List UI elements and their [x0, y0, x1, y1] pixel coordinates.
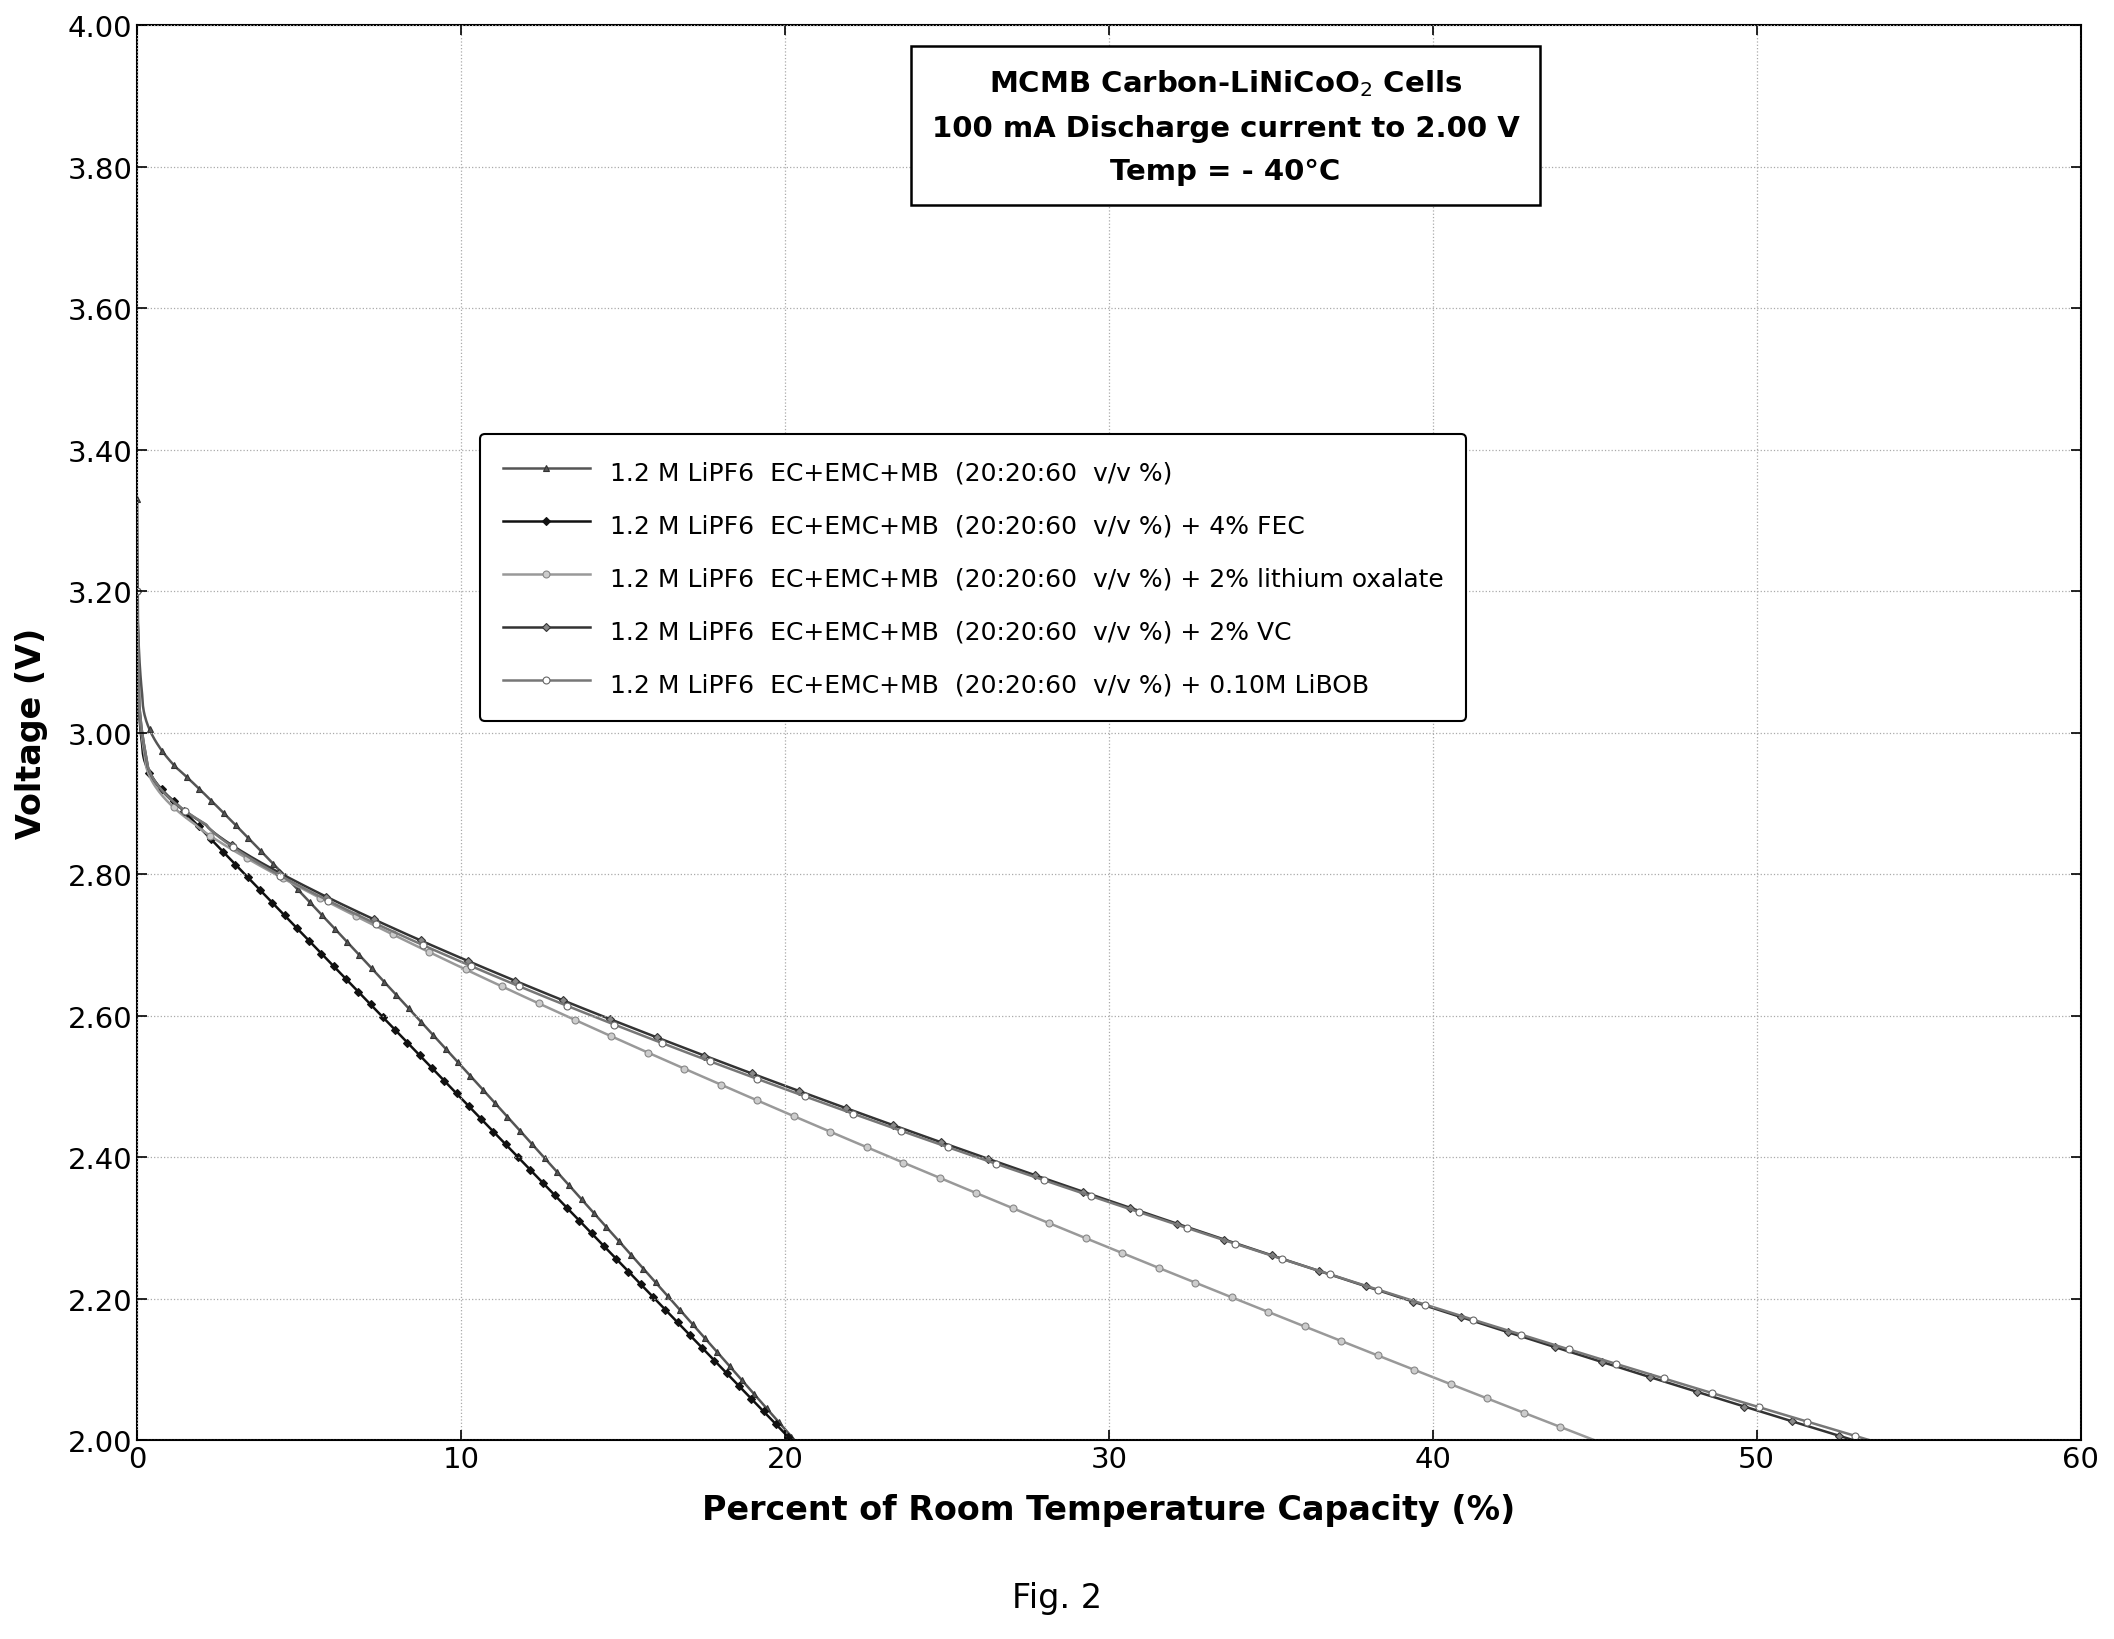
Line: 1.2 M LiPF6  EC+EMC+MB  (20:20:60  v/v %) + 4% FEC: 1.2 M LiPF6 EC+EMC+MB (20:20:60 v/v %) +… [135, 588, 795, 1444]
1.2 M LiPF6  EC+EMC+MB  (20:20:60  v/v %) + 2% VC [230, 842, 256, 862]
Line: 1.2 M LiPF6  EC+EMC+MB  (20:20:60  v/v %) + 2% lithium oxalate: 1.2 M LiPF6 EC+EMC+MB (20:20:60 v/v %) +… [133, 588, 1598, 1444]
1.2 M LiPF6  EC+EMC+MB  (20:20:60  v/v %) + 4% FEC [622, 1267, 647, 1287]
1.2 M LiPF6  EC+EMC+MB  (20:20:60  v/v %) + 0.10M LiBOB [1175, 1219, 1201, 1239]
1.2 M LiPF6  EC+EMC+MB  (20:20:60  v/v %) + 4% FEC [778, 1431, 803, 1451]
1.2 M LiPF6  EC+EMC+MB  (20:20:60  v/v %) + 2% lithium oxalate [1380, 1352, 1406, 1372]
1.2 M LiPF6  EC+EMC+MB  (20:20:60  v/v %) + 4% FEC [125, 582, 150, 602]
1.2 M LiPF6  EC+EMC+MB  (20:20:60  v/v %) [691, 1326, 717, 1346]
1.2 M LiPF6  EC+EMC+MB  (20:20:60  v/v %) [543, 1160, 569, 1180]
Text: MCMB Carbon-LiNiCoO$_2$ Cells
100 mA Discharge current to 2.00 V
Temp = - 40°C: MCMB Carbon-LiNiCoO$_2$ Cells 100 mA Dis… [932, 69, 1520, 185]
Y-axis label: Voltage (V): Voltage (V) [15, 628, 49, 839]
1.2 M LiPF6  EC+EMC+MB  (20:20:60  v/v %) + 2% VC [1167, 1214, 1192, 1234]
1.2 M LiPF6  EC+EMC+MB  (20:20:60  v/v %) + 2% lithium oxalate [1581, 1431, 1607, 1451]
Line: 1.2 M LiPF6  EC+EMC+MB  (20:20:60  v/v %): 1.2 M LiPF6 EC+EMC+MB (20:20:60 v/v %) [133, 497, 799, 1444]
1.2 M LiPF6  EC+EMC+MB  (20:20:60  v/v %) + 0.10M LiBOB [230, 844, 256, 864]
1.2 M LiPF6  EC+EMC+MB  (20:20:60  v/v %) [165, 759, 190, 779]
1.2 M LiPF6  EC+EMC+MB  (20:20:60  v/v %) + 2% lithium oxalate [970, 1187, 996, 1206]
1.2 M LiPF6  EC+EMC+MB  (20:20:60  v/v %) + 2% lithium oxalate [1230, 1292, 1256, 1311]
1.2 M LiPF6  EC+EMC+MB  (20:20:60  v/v %) [125, 490, 150, 510]
1.2 M LiPF6  EC+EMC+MB  (20:20:60  v/v %) + 4% FEC [522, 1164, 548, 1183]
1.2 M LiPF6  EC+EMC+MB  (20:20:60  v/v %) + 2% VC [1841, 1431, 1867, 1451]
1.2 M LiPF6  EC+EMC+MB  (20:20:60  v/v %) + 0.10M LiBOB [125, 582, 150, 602]
1.2 M LiPF6  EC+EMC+MB  (20:20:60  v/v %) + 2% lithium oxalate [1053, 1221, 1078, 1241]
1.2 M LiPF6  EC+EMC+MB  (20:20:60  v/v %) + 4% FEC [165, 795, 190, 815]
Line: 1.2 M LiPF6  EC+EMC+MB  (20:20:60  v/v %) + 2% VC: 1.2 M LiPF6 EC+EMC+MB (20:20:60 v/v %) +… [135, 588, 1856, 1444]
1.2 M LiPF6  EC+EMC+MB  (20:20:60  v/v %) + 0.10M LiBOB [1858, 1431, 1884, 1451]
1.2 M LiPF6  EC+EMC+MB  (20:20:60  v/v %) + 2% lithium oxalate [214, 838, 239, 857]
1.2 M LiPF6  EC+EMC+MB  (20:20:60  v/v %) + 2% lithium oxalate [125, 582, 150, 602]
1.2 M LiPF6  EC+EMC+MB  (20:20:60  v/v %) + 4% FEC [687, 1336, 712, 1355]
1.2 M LiPF6  EC+EMC+MB  (20:20:60  v/v %) [782, 1431, 808, 1451]
X-axis label: Percent of Room Temperature Capacity (%): Percent of Room Temperature Capacity (%) [702, 1493, 1516, 1526]
1.2 M LiPF6  EC+EMC+MB  (20:20:60  v/v %) + 2% lithium oxalate [1008, 1203, 1034, 1223]
1.2 M LiPF6  EC+EMC+MB  (20:20:60  v/v %) + 4% FEC [541, 1185, 567, 1205]
1.2 M LiPF6  EC+EMC+MB  (20:20:60  v/v %) + 4% FEC [505, 1147, 531, 1167]
1.2 M LiPF6  EC+EMC+MB  (20:20:60  v/v %) [524, 1139, 550, 1159]
Line: 1.2 M LiPF6  EC+EMC+MB  (20:20:60  v/v %) + 0.10M LiBOB: 1.2 M LiPF6 EC+EMC+MB (20:20:60 v/v %) +… [133, 588, 1873, 1444]
1.2 M LiPF6  EC+EMC+MB  (20:20:60  v/v %) + 2% VC [1120, 1200, 1146, 1219]
1.2 M LiPF6  EC+EMC+MB  (20:20:60  v/v %) + 2% VC [125, 582, 150, 602]
1.2 M LiPF6  EC+EMC+MB  (20:20:60  v/v %) + 0.10M LiBOB [1617, 1359, 1643, 1378]
1.2 M LiPF6  EC+EMC+MB  (20:20:60  v/v %) + 2% VC [1602, 1357, 1628, 1377]
1.2 M LiPF6  EC+EMC+MB  (20:20:60  v/v %) [507, 1119, 533, 1139]
Text: Fig. 2: Fig. 2 [1013, 1582, 1101, 1614]
1.2 M LiPF6  EC+EMC+MB  (20:20:60  v/v %) + 2% VC [1218, 1233, 1243, 1252]
1.2 M LiPF6  EC+EMC+MB  (20:20:60  v/v %) + 0.10M LiBOB [1131, 1205, 1156, 1224]
1.2 M LiPF6  EC+EMC+MB  (20:20:60  v/v %) + 0.10M LiBOB [1440, 1303, 1465, 1323]
1.2 M LiPF6  EC+EMC+MB  (20:20:60  v/v %) + 2% VC [1427, 1300, 1452, 1319]
1.2 M LiPF6  EC+EMC+MB  (20:20:60  v/v %) + 0.10M LiBOB [1228, 1236, 1254, 1255]
1.2 M LiPF6  EC+EMC+MB  (20:20:60  v/v %) [624, 1251, 649, 1270]
Legend: 1.2 M LiPF6  EC+EMC+MB  (20:20:60  v/v %), 1.2 M LiPF6  EC+EMC+MB  (20:20:60  v/: 1.2 M LiPF6 EC+EMC+MB (20:20:60 v/v %), … [480, 434, 1467, 721]
